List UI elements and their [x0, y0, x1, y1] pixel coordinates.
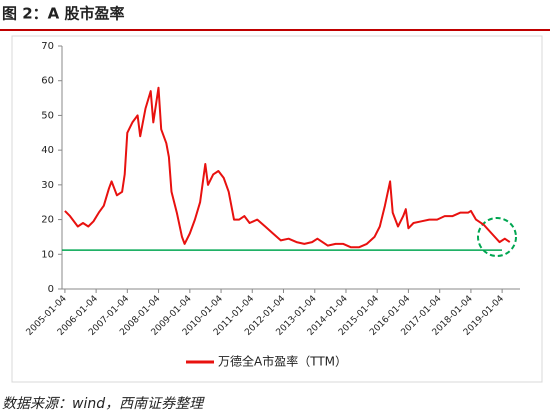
source-note: 数据来源：wind，西南证券整理 — [2, 396, 205, 412]
y-tick-label: 70 — [41, 41, 54, 52]
y-tick-label: 20 — [41, 215, 54, 226]
legend-label: 万德全A市盈率（TTM） — [218, 354, 347, 369]
y-tick-label: 10 — [41, 249, 54, 260]
y-tick-label: 40 — [41, 145, 54, 156]
y-tick-label: 60 — [41, 76, 54, 87]
chart-title: 图 2：A 股市盈率 — [2, 5, 125, 23]
y-tick-label: 0 — [48, 284, 54, 295]
highlight-circle — [477, 217, 517, 257]
series-line — [64, 86, 511, 249]
y-tick-label: 30 — [41, 180, 54, 191]
y-tick-label: 50 — [41, 110, 54, 121]
chart-frame — [11, 35, 543, 383]
